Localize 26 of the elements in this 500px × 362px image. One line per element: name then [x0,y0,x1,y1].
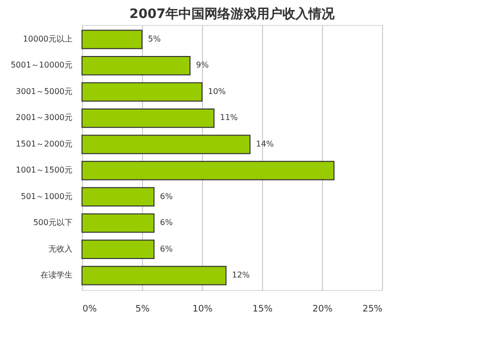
data-label: 5% [148,34,162,44]
x-tick-label: 5% [135,304,150,314]
y-tick-label: 500元以下 [33,218,72,228]
data-label: 11% [220,113,238,122]
y-tick-label: 501～1000元 [20,192,72,201]
y-tick-label: 1001～1500元 [16,166,72,175]
x-tick-label: 25% [362,304,383,314]
y-tick-label: 10000元以上 [23,34,72,44]
x-tick-label: 10% [192,304,213,314]
data-label: 14% [256,139,274,148]
y-tick-label: 1501～2000元 [16,139,72,148]
x-tick-label: 20% [312,304,333,314]
y-tick-label: 5001～10000元 [10,60,72,70]
y-tick-label: 3001～5000元 [16,86,72,96]
data-label: 9% [196,60,210,70]
data-label: 6% [160,218,174,228]
y-tick-label: 2001～3000元 [16,113,72,122]
y-tick-label: 在读学生 [40,270,72,280]
data-label: 6% [160,244,174,254]
x-tick-label: 0% [82,304,98,314]
x-tick-label: 15% [252,304,273,314]
data-label: 10% [208,86,226,96]
data-label: 12% [232,270,250,280]
chart-title: 2007年中国网络游戏用户收入情况 [129,6,336,22]
data-label: 6% [160,192,174,201]
y-tick-label: 无收入 [48,244,72,254]
